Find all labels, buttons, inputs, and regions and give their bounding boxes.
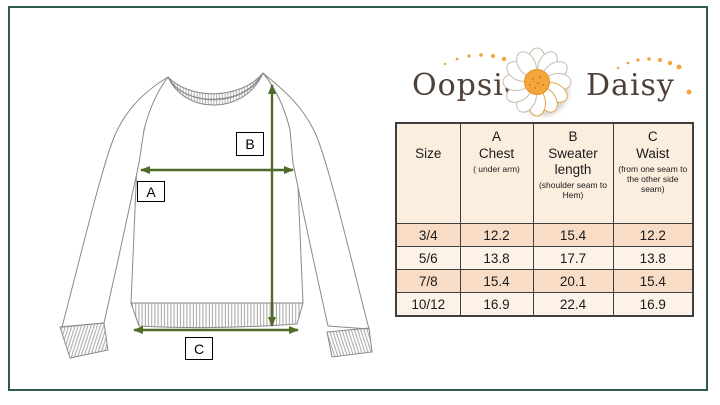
daisy-flower-icon	[502, 47, 572, 117]
logo-accent-dots	[443, 53, 692, 95]
cell-chest: 16.9	[459, 292, 534, 317]
cell-waist: 12.2	[612, 223, 694, 247]
sweater-diagram	[59, 72, 373, 359]
table-row: 3/4 12.2 15.4 12.2	[395, 223, 694, 247]
size-table-header-row: Size A Chest ( under arm) B Sweater leng…	[395, 122, 694, 224]
cell-length: 15.4	[532, 223, 614, 247]
header-waist-title: Waist	[636, 146, 670, 161]
cell-chest: 13.8	[459, 246, 534, 270]
page-border-frame	[8, 6, 708, 391]
table-row: 10/12 16.9 22.4 16.9	[395, 292, 694, 317]
sweater-collar-rib	[167, 72, 264, 106]
cell-chest: 12.2	[459, 223, 534, 247]
header-waist-letter: C	[647, 129, 658, 144]
cell-waist: 16.9	[612, 292, 694, 317]
sweater-left-cuff-rib	[59, 322, 109, 359]
header-length-title: Sweater length	[548, 146, 598, 177]
table-row: 5/6 13.8 17.7 13.8	[395, 246, 694, 270]
header-size-title: Size	[415, 146, 442, 161]
measure-label-b: B	[236, 132, 264, 156]
header-length-letter: B	[568, 129, 578, 144]
cell-waist: 15.4	[612, 269, 694, 293]
measure-label-c: C	[185, 337, 213, 360]
brand-logo: Oopsie	[400, 46, 712, 118]
sweater-right-cuff-rib	[326, 327, 373, 358]
cell-size: 5/6	[395, 246, 461, 270]
header-chest-letter: A	[491, 129, 501, 144]
cell-size: 3/4	[395, 223, 461, 247]
size-table: Size A Chest ( under arm) B Sweater leng…	[395, 122, 694, 317]
header-length-note: (shoulder seam to Hem)	[538, 180, 608, 200]
header-length: B Sweater length (shoulder seam to Hem)	[532, 122, 614, 224]
cell-length: 20.1	[532, 269, 614, 293]
header-size: Size	[395, 122, 461, 224]
header-chest-title: Chest	[478, 146, 515, 161]
cell-length: 22.4	[532, 292, 614, 317]
cell-size: 7/8	[395, 269, 461, 293]
cell-waist: 13.8	[612, 246, 694, 270]
header-waist: C Waist (from one seam to the other side…	[612, 122, 694, 224]
logo-word-daisy: Daisy	[586, 68, 675, 103]
measure-label-a: A	[137, 181, 165, 202]
logo-word-oopsie: Oopsie	[412, 68, 523, 103]
table-row: 7/8 15.4 20.1 15.4	[395, 269, 694, 293]
sweater-hem-rib	[130, 302, 304, 329]
header-size-letter	[397, 124, 460, 146]
cell-size: 10/12	[395, 292, 461, 317]
header-chest-note: ( under arm)	[473, 164, 520, 174]
header-waist-note: (from one seam to the other side seam)	[618, 164, 688, 194]
cell-chest: 15.4	[459, 269, 534, 293]
sweater-collar-fold-line	[170, 77, 260, 100]
cell-length: 17.7	[532, 246, 614, 270]
header-chest: A Chest ( under arm)	[459, 122, 534, 224]
